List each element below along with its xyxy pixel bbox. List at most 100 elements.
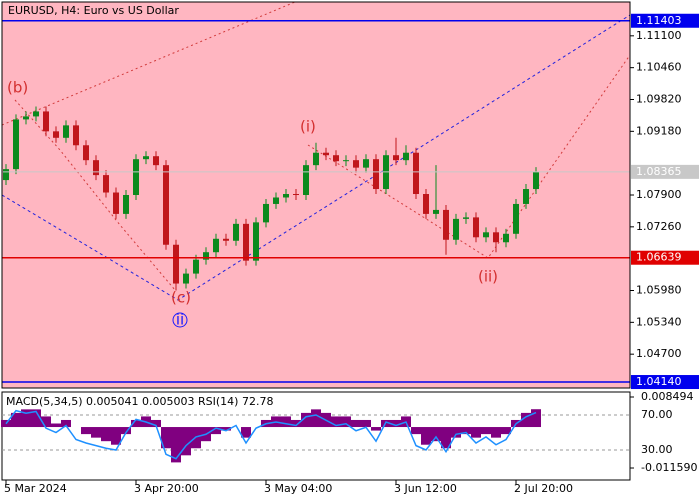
candle-body <box>233 223 239 241</box>
candle-body <box>413 152 419 195</box>
annotation: (b) <box>7 79 28 97</box>
candle-body <box>433 209 439 214</box>
macd-bar <box>331 416 341 428</box>
y-tick-label: 1.05980 <box>636 284 682 297</box>
macd-bar <box>151 419 161 428</box>
candle-body <box>423 194 429 214</box>
macd-bar <box>81 427 91 435</box>
macd-bar <box>471 427 481 438</box>
chart-title: EURUSD, H4: Euro vs US Dollar <box>8 4 179 17</box>
price-label: 1.08365 <box>636 165 682 178</box>
candle-body <box>63 125 69 138</box>
candle-body <box>13 119 19 170</box>
candle-body <box>223 238 229 241</box>
candle-body <box>343 160 349 162</box>
y-tick-label: 1.07260 <box>636 220 682 233</box>
candle-body <box>393 155 399 161</box>
annotation: (c) <box>171 289 191 307</box>
candle-body <box>143 156 149 160</box>
macd-bar <box>351 419 361 428</box>
x-tick-label: 5 Mar 2024 <box>4 482 67 495</box>
macd-bar <box>61 419 71 428</box>
candle-body <box>363 159 369 168</box>
indicator-title: MACD(5,34,5) 0.005041 0.005003 RSI(14) 7… <box>6 395 273 408</box>
candle-body <box>243 223 249 261</box>
candle-body <box>213 238 219 253</box>
candle-body <box>3 169 9 181</box>
candle-body <box>293 194 299 196</box>
macd-bar <box>41 416 51 428</box>
annotation-circle <box>172 312 188 328</box>
price-label-box <box>631 375 699 390</box>
y-tick-label: 0.008494 <box>641 390 694 403</box>
candle-body <box>83 145 89 161</box>
x-tick-label: 3 Jun 12:00 <box>394 482 457 495</box>
macd-bar <box>111 427 121 445</box>
candle-body <box>253 222 259 261</box>
candle-body <box>263 203 269 223</box>
macd-bar <box>301 412 311 428</box>
macd-bar <box>51 423 61 428</box>
candle-body <box>33 111 39 117</box>
x-tick-label: 2 Jul 20:00 <box>514 482 573 495</box>
levels: 1.11403 1.08365 1.06639 1.04140 <box>2 14 699 390</box>
channel-line <box>2 14 630 301</box>
macd-bar <box>31 409 41 428</box>
x-tick-label: 3 Apr 20:00 <box>134 482 199 495</box>
candle-body <box>453 218 459 240</box>
macd-bar <box>281 416 291 428</box>
y-tick-label: 1.09180 <box>636 124 682 137</box>
macd-bar <box>121 427 131 435</box>
macd-bar <box>461 427 471 435</box>
macd-bar <box>101 427 111 442</box>
macd-bar <box>291 419 301 428</box>
candle-body <box>193 259 199 274</box>
candle-body <box>153 156 159 166</box>
candle-body <box>123 195 129 214</box>
macd-bar <box>21 409 31 428</box>
candle-body <box>523 189 529 204</box>
indicator <box>1 409 630 463</box>
macd-bar <box>211 427 221 435</box>
candle-body <box>443 209 449 240</box>
annotation: (ii) <box>478 268 498 286</box>
candle-body <box>353 160 359 168</box>
candle-body <box>73 125 79 146</box>
y-tick-label: 1.04700 <box>636 347 682 360</box>
candle-body <box>173 244 179 284</box>
macd-bar <box>521 412 531 428</box>
macd-bar <box>421 427 431 445</box>
macd-bar <box>391 419 401 428</box>
macd-bar <box>491 427 501 438</box>
candle-body <box>303 165 309 195</box>
candle-body <box>403 152 409 161</box>
candle-body <box>323 152 329 156</box>
candle-body <box>273 197 279 204</box>
y2-tick-label: 30.00 <box>641 443 673 456</box>
candle-body <box>493 232 499 243</box>
price-label-box <box>631 164 699 179</box>
candle-body <box>133 159 139 195</box>
candle-body <box>313 152 319 166</box>
price-label: 1.06639 <box>636 251 682 264</box>
y-tick-label: 1.07900 <box>636 188 682 201</box>
macd-bar <box>361 419 371 428</box>
macd-bar <box>501 427 511 435</box>
y-tick-label: 1.11100 <box>636 29 682 42</box>
candle-body <box>163 165 169 245</box>
candle-body <box>473 217 479 238</box>
annotation: (i) <box>300 118 316 136</box>
y-tick-label: 1.05340 <box>636 315 682 328</box>
candle-body <box>23 116 29 120</box>
y2-tick-label: 70.00 <box>641 408 673 421</box>
axes: 1.11100 1.10460 1.09820 1.09180 1.07900 1.072… <box>4 29 697 495</box>
macd-bar <box>131 419 141 428</box>
macd-bar <box>531 409 541 428</box>
y-tick-label: 1.09820 <box>636 92 682 105</box>
candle-body <box>93 160 99 176</box>
candle-body <box>283 194 289 198</box>
macd-bar <box>411 427 421 435</box>
candle-body <box>513 203 519 234</box>
